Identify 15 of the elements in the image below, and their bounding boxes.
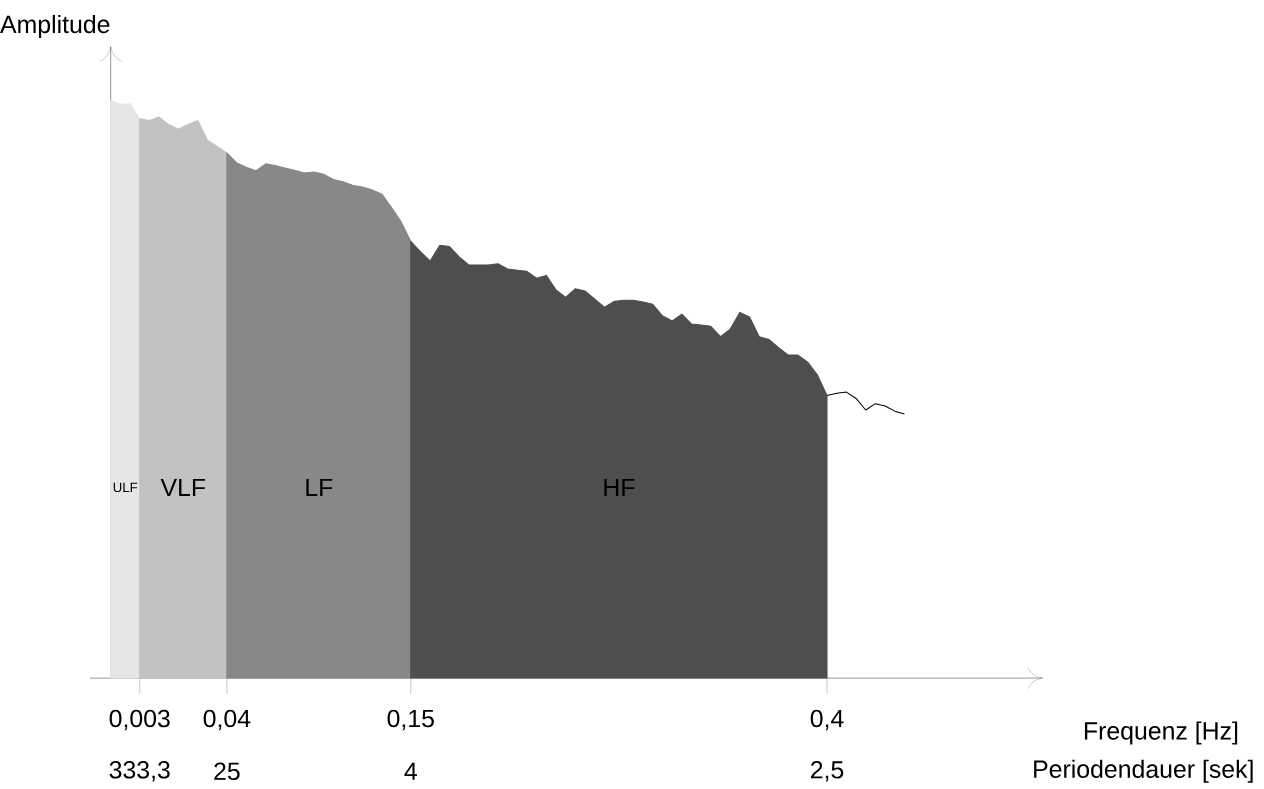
y-axis-title: Amplitude xyxy=(0,14,110,39)
text: 2,5 xyxy=(810,761,844,782)
x-tick-label: 0,003 xyxy=(109,709,170,731)
text: 4 xyxy=(404,762,417,780)
text: Frequenz [Hz] xyxy=(1084,721,1238,745)
series-label: LF xyxy=(306,478,333,497)
text: Periodendauer [sek] xyxy=(1034,759,1253,783)
series-label: ULF xyxy=(113,482,138,493)
x-tick-label: 0,04 xyxy=(203,709,251,731)
text: 333,3 xyxy=(109,761,170,782)
series-label: VLF xyxy=(160,478,206,497)
series-label: HF xyxy=(604,478,635,497)
text: 25 xyxy=(214,762,240,781)
x-tick-label: 0,15 xyxy=(387,709,434,731)
x-tick-label: 0,4 xyxy=(810,709,844,731)
